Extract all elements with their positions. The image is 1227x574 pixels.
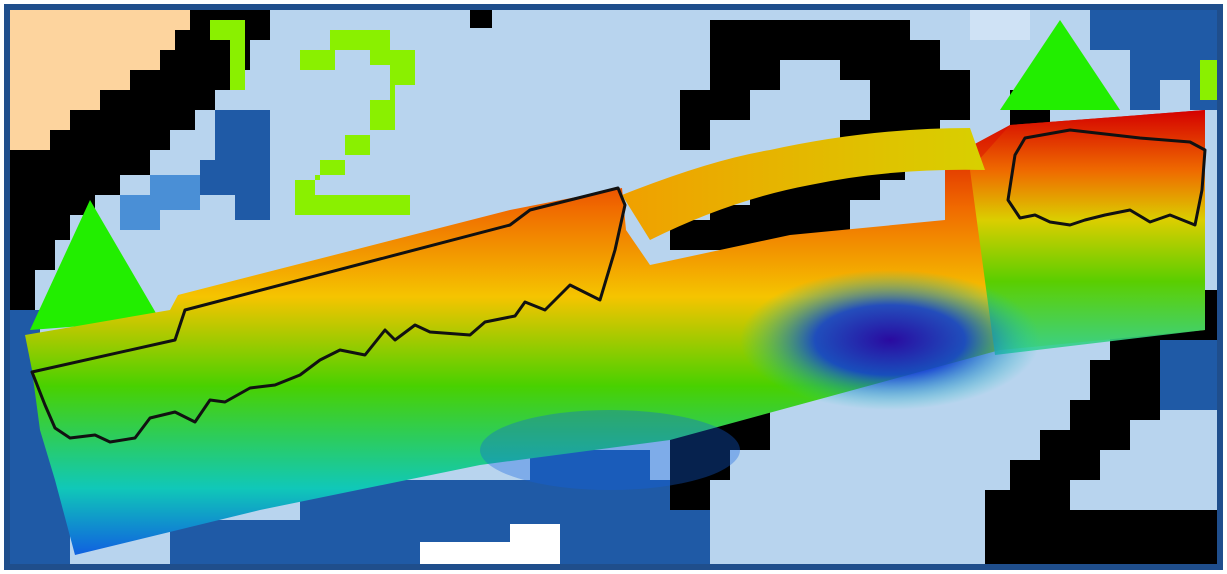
outline-region-right — [1006, 128, 1207, 227]
map-frame — [4, 4, 1223, 570]
map-canvas[interactable] — [10, 10, 1217, 564]
bathymetry-swath — [25, 110, 1205, 555]
outline-region-left — [30, 186, 627, 444]
outlined-regions — [30, 128, 1207, 444]
base-map-tiles — [10, 10, 1217, 564]
